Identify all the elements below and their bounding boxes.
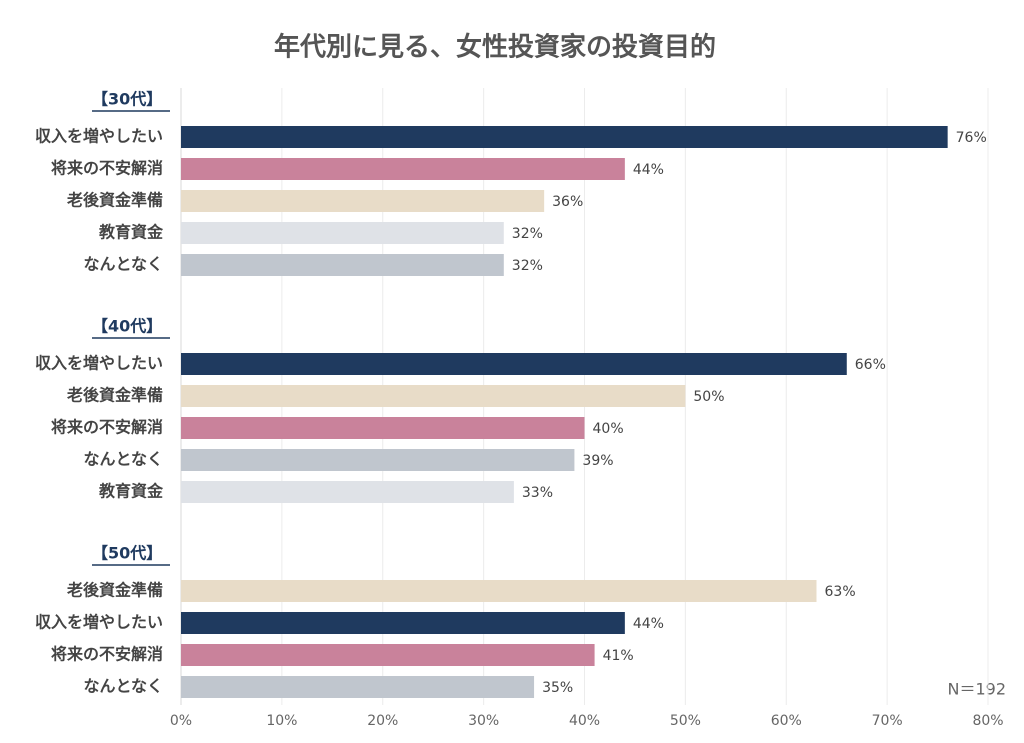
x-tick-label: 0% [170, 713, 192, 729]
category-label: 教育資金 [99, 223, 164, 242]
x-tick-label: 40% [569, 713, 600, 729]
bar [181, 254, 504, 276]
category-label: 収入を増やしたい [35, 354, 163, 373]
x-tick-label: 70% [872, 713, 903, 729]
x-tick-label: 50% [670, 713, 701, 729]
value-label: 36% [552, 194, 583, 210]
value-label: 50% [693, 389, 724, 405]
value-label: 33% [522, 485, 553, 501]
bar [181, 126, 948, 148]
value-label: 39% [582, 453, 613, 469]
sample-note: N＝192 [947, 680, 1006, 699]
bar [181, 449, 575, 471]
bar [181, 580, 817, 602]
category-label: 収入を増やしたい [35, 613, 163, 632]
category-label: 将来の不安解消 [51, 159, 163, 178]
value-label: 44% [633, 616, 664, 632]
value-label: 32% [512, 258, 543, 274]
bar [181, 612, 625, 634]
bar [181, 158, 625, 180]
category-label: 将来の不安解消 [51, 645, 163, 664]
value-label: 32% [512, 226, 543, 242]
x-tick-label: 30% [468, 713, 499, 729]
value-label: 35% [542, 680, 573, 696]
bar [181, 222, 504, 244]
value-label: 41% [603, 648, 634, 664]
category-label: なんとなく [83, 255, 163, 274]
category-label: 老後資金準備 [66, 581, 163, 600]
bar [181, 385, 686, 407]
group-label: 【30代】 [92, 90, 162, 109]
bar [181, 644, 595, 666]
bar [181, 417, 585, 439]
bar [181, 353, 847, 375]
bar [181, 481, 514, 503]
value-label: 44% [633, 162, 664, 178]
bar [181, 676, 535, 698]
chart-title: 年代別に見る、女性投資家の投資目的 [274, 32, 716, 63]
value-label: 76% [956, 130, 987, 146]
group-label: 【40代】 [92, 317, 162, 336]
category-label: 老後資金準備 [66, 386, 163, 405]
bar [181, 190, 545, 212]
category-label: なんとなく [83, 450, 163, 469]
category-label: 教育資金 [99, 482, 164, 501]
x-tick-label: 60% [771, 713, 802, 729]
value-label: 66% [855, 357, 886, 373]
x-tick-label: 10% [266, 713, 297, 729]
x-tick-label: 80% [972, 713, 1003, 729]
category-label: 将来の不安解消 [51, 418, 163, 437]
x-tick-label: 20% [367, 713, 398, 729]
category-label: 老後資金準備 [66, 191, 163, 210]
category-label: なんとなく [83, 677, 163, 696]
value-label: 40% [593, 421, 624, 437]
category-label: 収入を増やしたい [35, 127, 163, 146]
value-label: 63% [825, 584, 856, 600]
group-label: 【50代】 [92, 544, 162, 563]
